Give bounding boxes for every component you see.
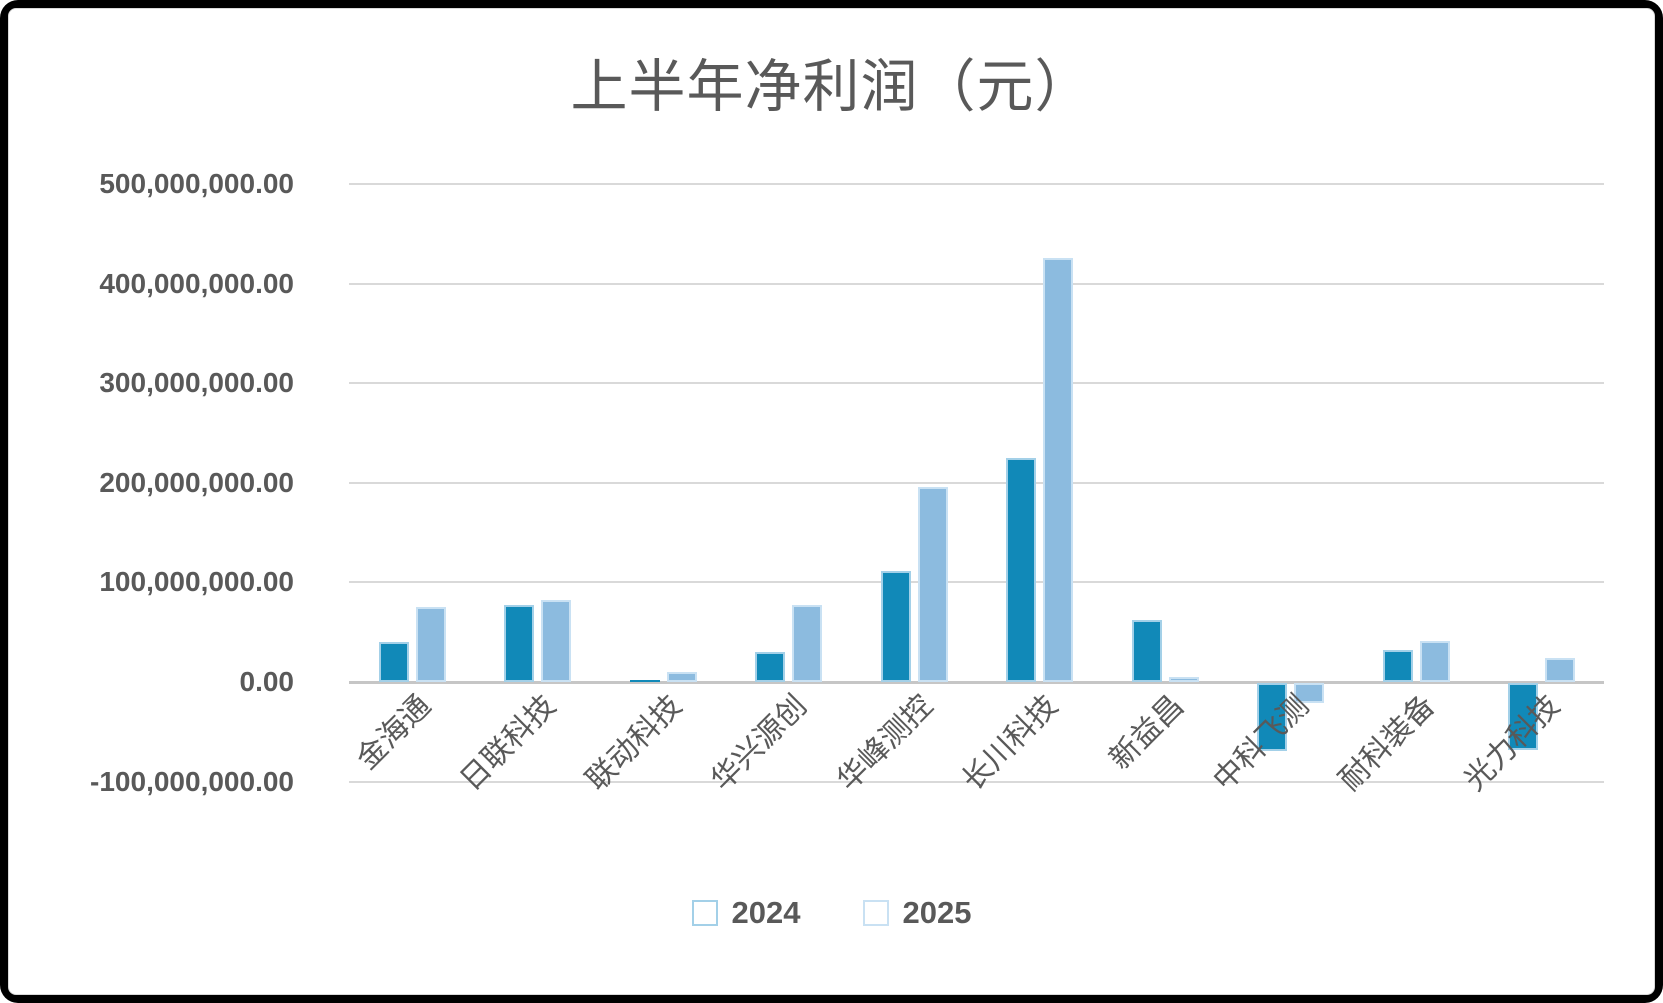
y-axis-tick-label: 0.00 <box>239 666 295 697</box>
legend-item-2025: 2025 <box>862 895 972 930</box>
bar-2025-光力科技 <box>1545 658 1575 682</box>
bar-2025-长川科技 <box>1043 258 1073 682</box>
bar-2025-新益昌 <box>1169 677 1199 682</box>
gridline <box>349 780 1604 783</box>
gridline <box>349 183 1604 185</box>
bar-2024-金海通 <box>379 642 409 682</box>
x-axis-label: 金海通 <box>350 689 438 776</box>
x-axis-label: 新益昌 <box>1103 689 1191 776</box>
bar-2024-新益昌 <box>1132 620 1162 682</box>
y-axis-tick-label: -100,000,000.00 <box>90 765 294 797</box>
bar-2024-联动科技 <box>630 680 660 682</box>
bar-2024-长川科技 <box>1006 458 1036 682</box>
chart-canvas: 上半年净利润（元） 2024 2025 500,000,000.00 400,00… <box>8 8 1655 995</box>
bar-2025-金海通 <box>416 607 446 682</box>
legend-label-2024: 2024 <box>731 895 801 930</box>
bar-2025-华峰测控 <box>918 487 948 682</box>
bar-2024-华兴源创 <box>755 652 785 682</box>
legend-swatch-2024-icon <box>691 899 718 926</box>
legend-label-2025: 2025 <box>902 895 972 930</box>
y-axis-tick-label: 200,000,000.00 <box>99 466 294 498</box>
bar-2024-日联科技 <box>504 605 534 682</box>
bar-2025-华兴源创 <box>792 605 822 682</box>
legend-item-2024: 2024 <box>691 895 801 930</box>
bar-2024-华峰测控 <box>881 571 911 682</box>
y-axis-tick-label: 100,000,000.00 <box>99 566 294 598</box>
y-axis-tick-label: 300,000,000.00 <box>99 367 294 399</box>
chart-title: 上半年净利润（元） <box>570 55 1093 119</box>
bar-2025-耐科装备 <box>1420 641 1450 682</box>
bar-2024-光力科技 <box>1508 683 1538 750</box>
bar-2025-联动科技 <box>667 672 697 682</box>
gridline <box>349 282 1604 285</box>
legend-swatch-2025-icon <box>862 899 889 926</box>
gridline <box>349 481 1604 484</box>
gridline <box>349 382 1604 385</box>
bar-2024-中科飞测 <box>1257 683 1287 751</box>
x-axis-line <box>349 680 1604 684</box>
legend: 2024 2025 <box>9 897 1654 928</box>
gridline <box>349 581 1604 584</box>
y-axis-tick-label: 400,000,000.00 <box>99 267 294 299</box>
bar-2024-耐科装备 <box>1383 650 1413 682</box>
bar-2025-中科飞测 <box>1294 683 1324 703</box>
y-axis-tick-label: 500,000,000.00 <box>99 168 294 199</box>
bar-2025-日联科技 <box>541 600 571 682</box>
